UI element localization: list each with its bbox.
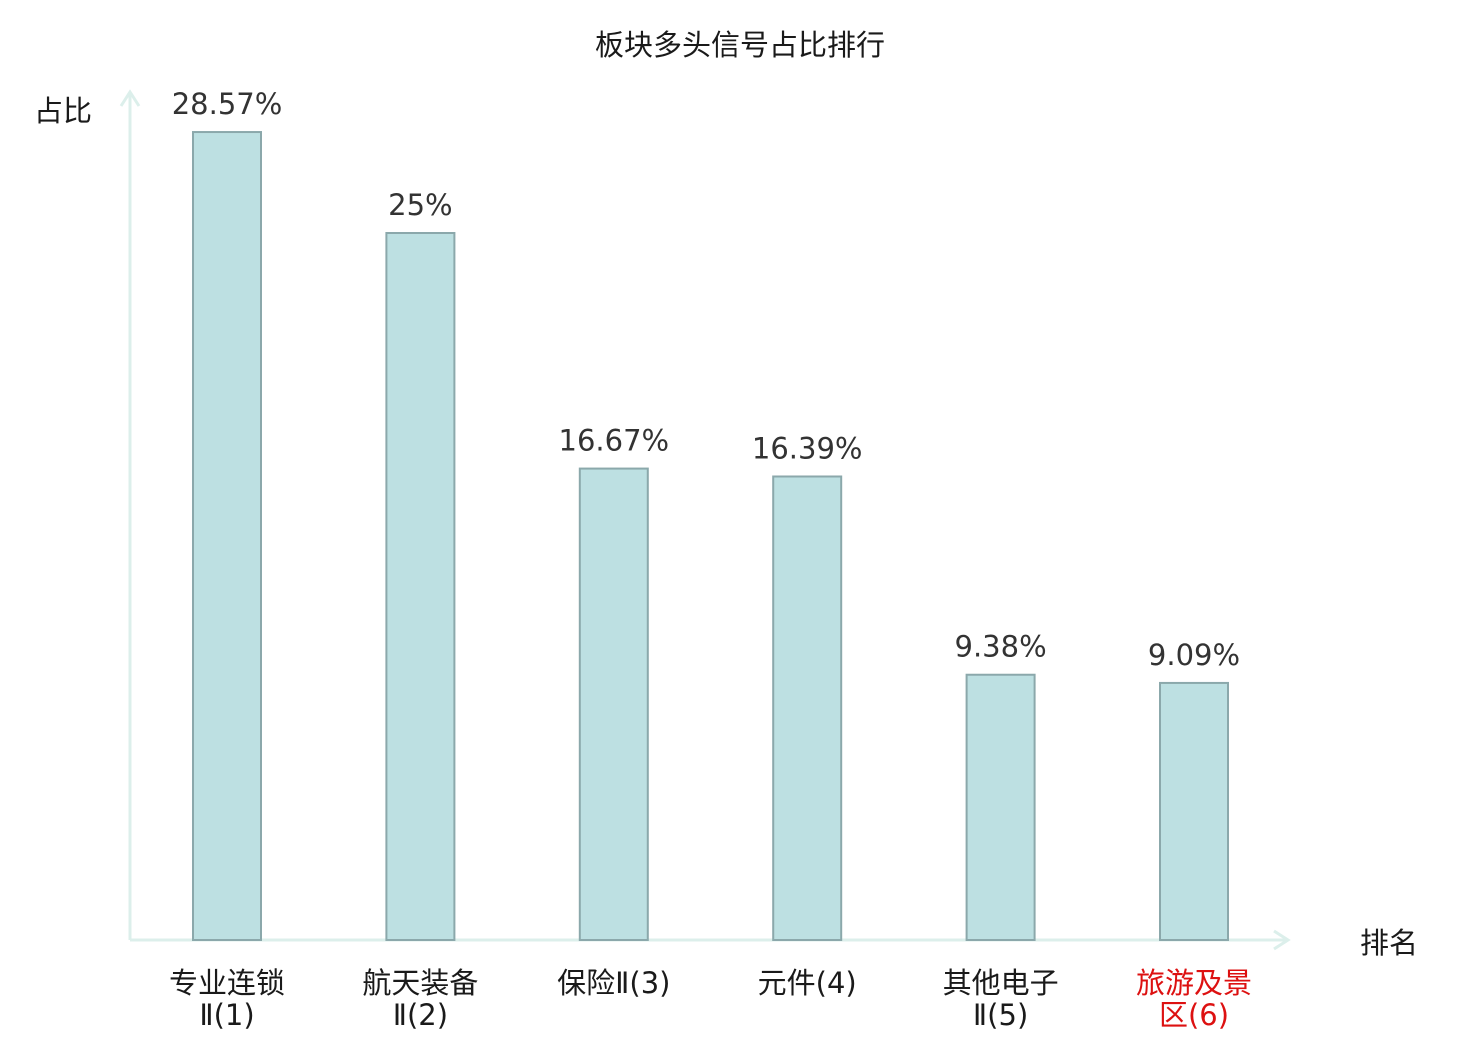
x-tick-label-1: 专业连锁 Ⅱ(1): [169, 966, 285, 1032]
x-tick-label-line: Ⅱ(2): [393, 998, 448, 1032]
x-tick-label-line: 旅游及景: [1136, 966, 1252, 1000]
x-tick-label-line: 元件(4): [758, 966, 857, 1000]
x-tick-label-2: 航天装备 Ⅱ(2): [362, 966, 478, 1032]
x-tick-label-line: 专业连锁: [169, 966, 285, 1000]
x-tick-label-line: 保险Ⅱ(3): [557, 966, 670, 1000]
x-tick-label-line: Ⅱ(5): [973, 998, 1028, 1032]
data-label-6: 9.09%: [1148, 638, 1240, 672]
x-tick-label-5: 其他电子 Ⅱ(5): [943, 966, 1059, 1032]
bar-4: [772, 475, 843, 941]
data-labels: 28.57% 25% 16.67% 16.39% 9.38% 9.09%: [172, 87, 1240, 672]
y-axis-arrow-icon: [119, 89, 141, 107]
bars: [192, 131, 1229, 941]
x-tick-label-6: 旅游及景区(6): [1136, 966, 1252, 1032]
chart-title: 板块多头信号占比排行: [594, 28, 885, 62]
y-axis-label: 占比: [34, 94, 92, 128]
x-axis-label: 排名: [1360, 926, 1418, 960]
x-tick-label-line: 航天装备: [362, 966, 478, 1000]
axes: 占比 排名: [34, 89, 1418, 960]
x-tick-label-3: 保险Ⅱ(3): [557, 966, 670, 1000]
data-label-1: 28.57%: [172, 87, 283, 121]
x-tick-label-line: Ⅱ(1): [199, 998, 254, 1032]
bar-6: [1159, 681, 1229, 941]
bar-3: [578, 467, 649, 941]
x-tick-label-4: 元件(4): [758, 966, 857, 1000]
data-label-5: 9.38%: [955, 630, 1047, 664]
data-label-2: 25%: [388, 188, 452, 222]
x-axis-arrow-icon: [1273, 929, 1291, 951]
data-label-4: 16.39%: [752, 431, 863, 465]
x-tick-label-line: 其他电子: [943, 966, 1059, 1000]
x-tick-labels: 专业连锁 Ⅱ(1) 航天装备 Ⅱ(2) 保险Ⅱ(3) 元件(4) 其他电子 Ⅱ(5) 旅游及景区…: [169, 966, 1252, 1032]
bar-5: [965, 673, 1036, 941]
x-tick-label-line: 区(6): [1159, 998, 1229, 1032]
bar-2: [385, 232, 456, 941]
bar-1: [192, 131, 262, 941]
data-label-3: 16.67%: [559, 424, 670, 458]
